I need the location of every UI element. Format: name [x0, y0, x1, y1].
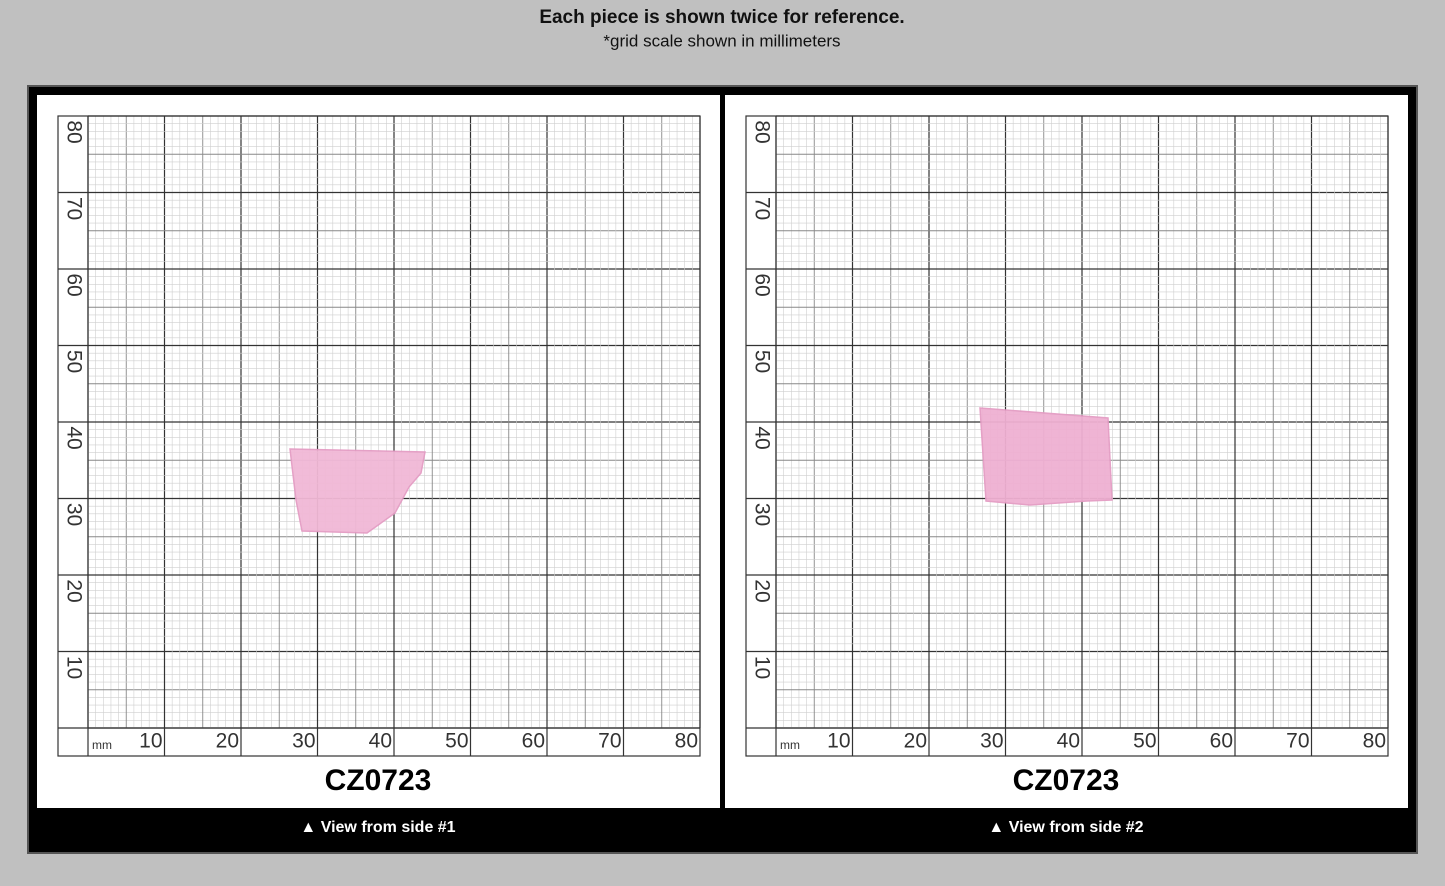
x-scale-label: 80: [1363, 730, 1386, 753]
x-scale-label: 70: [598, 730, 621, 753]
title: Each piece is shown twice for reference.: [539, 7, 904, 28]
grid-border: [745, 115, 1389, 757]
x-scale-label: 40: [369, 730, 392, 753]
x-scale-label: 80: [675, 730, 698, 753]
caption: ▲ View from side #2: [988, 819, 1143, 836]
x-scale-label: 30: [980, 730, 1003, 753]
x-scale-label: 70: [1286, 730, 1309, 753]
y-scale-label: 20: [62, 579, 85, 602]
y-scale-label: 10: [62, 656, 85, 679]
unit-label: mm: [780, 738, 800, 752]
gem: [289, 448, 426, 534]
x-scale-label: 40: [1057, 730, 1080, 753]
y-scale-label: 70: [62, 197, 85, 220]
y-scale-label: 30: [62, 503, 85, 526]
x-scale-label: 60: [1210, 730, 1233, 753]
y-scale-label: 60: [62, 273, 85, 296]
x-scale-label: 10: [139, 730, 162, 753]
panel: 80 70 60 50 40 30 20 10 mm 10 20 30 40 50 60 70 80 CZ0723: [725, 95, 1408, 808]
y-scale-label: 30: [750, 503, 773, 526]
y-scale-label: 60: [750, 273, 773, 296]
gem: [979, 407, 1113, 506]
x-scale-label: 50: [445, 730, 468, 753]
grid-border: [57, 115, 701, 757]
unit-label: mm: [92, 738, 112, 752]
y-scale-label: 80: [750, 120, 773, 143]
x-scale-label: 50: [1133, 730, 1156, 753]
subtitle: *grid scale shown in millimeters: [603, 31, 840, 50]
y-scale-label: 40: [750, 426, 773, 449]
y-scale-label: 70: [750, 197, 773, 220]
x-scale-label: 30: [292, 730, 315, 753]
caption: ▲ View from side #1: [300, 819, 455, 836]
panel: 80 70 60 50 40 30 20 10 mm 10 20 30 40 50 60 70 80 CZ0723: [37, 95, 720, 808]
x-scale-label: 60: [522, 730, 545, 753]
y-scale-label: 10: [750, 656, 773, 679]
y-scale-label: 50: [750, 350, 773, 373]
product-code: CZ0723: [325, 764, 432, 797]
y-scale-label: 50: [62, 350, 85, 373]
y-scale-label: 80: [62, 120, 85, 143]
y-scale-label: 40: [62, 426, 85, 449]
y-scale-label: 20: [750, 579, 773, 602]
x-scale-label: 10: [827, 730, 850, 753]
x-scale-label: 20: [904, 730, 927, 753]
x-scale-label: 20: [216, 730, 239, 753]
product-code: CZ0723: [1013, 764, 1120, 797]
